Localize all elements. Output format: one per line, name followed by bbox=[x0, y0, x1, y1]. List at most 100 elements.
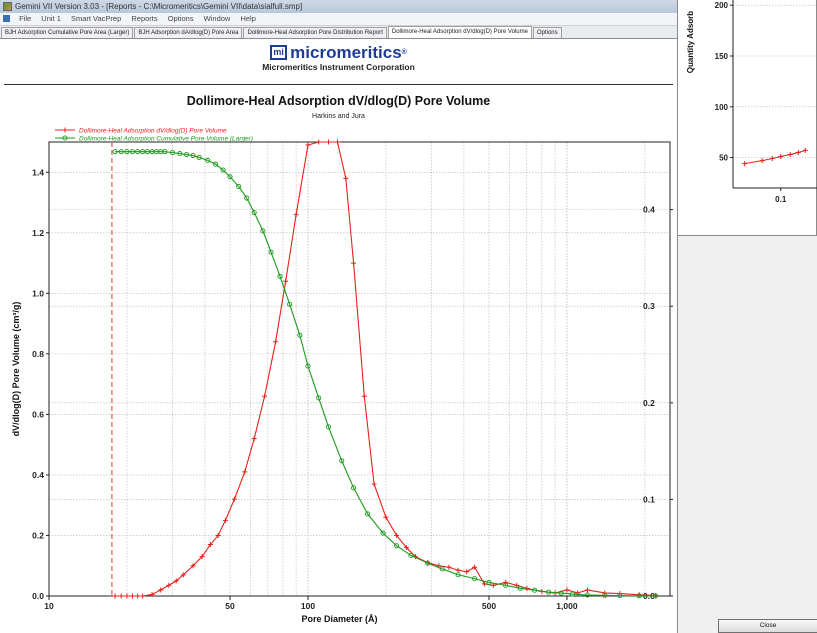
data-point bbox=[425, 560, 431, 566]
y-left-tick-label: 0.8 bbox=[32, 349, 44, 359]
data-point bbox=[207, 542, 213, 548]
data-point bbox=[231, 496, 237, 502]
tab-dollimore-heal-dv-dlogd-pore-volume[interactable]: Dollimore-Heal Adsorption dV/dlog(D) Por… bbox=[387, 26, 532, 38]
x-tick-label: 50 bbox=[225, 601, 235, 611]
series-line bbox=[115, 141, 656, 597]
data-point bbox=[124, 149, 130, 155]
tab-bjh-da-dlogd-pore-area[interactable]: BJH Adsorption dA/dlog(D) Pore Area bbox=[134, 27, 243, 38]
data-point bbox=[503, 582, 509, 588]
data-point bbox=[455, 572, 461, 578]
iso-y-tick-label: 150 bbox=[715, 52, 729, 61]
data-point bbox=[325, 424, 332, 430]
data-point bbox=[166, 582, 172, 588]
plot-frame bbox=[48, 141, 671, 597]
isotherm-window: 50 100 150 200 0.1 Quantity Adsorb bbox=[677, 0, 817, 236]
data-point bbox=[260, 228, 266, 234]
data-point bbox=[380, 530, 386, 536]
tab-bjh-cumulative-pore-area[interactable]: BJH Adsorption Cumulative Pore Area (Lar… bbox=[1, 27, 134, 38]
data-point bbox=[351, 260, 357, 266]
data-point bbox=[124, 593, 130, 599]
data-point bbox=[262, 393, 268, 399]
y-left-tick-label: 0.2 bbox=[32, 530, 44, 540]
data-point bbox=[584, 592, 591, 598]
pore-volume-chart: 10 50 100 500 1,000 0.0 0.2 0.4 0.6 0.8 1.0 1.2 1.4 0… bbox=[11, 127, 673, 624]
title-bar[interactable]: Gemini VII Version 3.03 - [Reports - C:\… bbox=[0, 0, 677, 13]
data-point bbox=[343, 175, 349, 181]
data-point bbox=[371, 481, 377, 487]
menu-help[interactable]: Help bbox=[240, 14, 256, 23]
data-point bbox=[569, 591, 575, 597]
data-point bbox=[236, 183, 242, 189]
brand-logo: mi micromeritics® bbox=[0, 44, 677, 62]
legend-label: Dollimore-Heal Adsorption Cumulative Por… bbox=[79, 136, 253, 143]
y-right-tick-label: 0.4 bbox=[643, 205, 655, 215]
y-left-tick-label: 0.0 bbox=[32, 591, 44, 601]
menu-reports[interactable]: Reports bbox=[131, 14, 158, 23]
series-dv-dlogd-pore-volume bbox=[112, 139, 659, 599]
main-window: Gemini VII Version 3.03 - [Reports - C:\… bbox=[0, 0, 678, 633]
data-point bbox=[251, 436, 257, 442]
data-point bbox=[472, 576, 478, 582]
menu-smart-vacprep[interactable]: Smart VacPrep bbox=[70, 14, 122, 23]
data-point bbox=[196, 154, 202, 161]
data-point bbox=[394, 543, 400, 549]
data-point bbox=[140, 593, 146, 599]
data-point bbox=[305, 363, 311, 369]
menu-window[interactable]: Window bbox=[203, 14, 231, 23]
data-point bbox=[365, 511, 371, 517]
data-point bbox=[334, 139, 340, 145]
data-point bbox=[268, 249, 274, 255]
iso-data-point bbox=[787, 151, 793, 157]
data-point bbox=[297, 332, 303, 338]
iso-series bbox=[742, 147, 808, 167]
iso-data-point bbox=[742, 161, 748, 167]
menu-unit-1[interactable]: Unit 1 bbox=[41, 14, 61, 23]
data-point bbox=[112, 149, 118, 155]
y-left-tick-label: 0.6 bbox=[32, 409, 44, 419]
data-point bbox=[325, 139, 331, 145]
data-point bbox=[205, 157, 211, 163]
data-point bbox=[190, 563, 196, 569]
data-point bbox=[129, 149, 135, 155]
data-point bbox=[464, 569, 470, 575]
data-point bbox=[351, 485, 357, 491]
data-point bbox=[170, 150, 176, 156]
data-point bbox=[242, 469, 248, 475]
data-point bbox=[293, 212, 299, 218]
x-tick-label: 1,000 bbox=[556, 601, 578, 611]
chart-legend: Dollimore-Heal Adsorption dV/dlog(D) Por… bbox=[55, 127, 253, 143]
menu-file[interactable]: File bbox=[19, 14, 32, 23]
y-right-tick-label: 0.1 bbox=[643, 494, 655, 504]
data-point bbox=[339, 458, 345, 464]
data-point bbox=[361, 393, 367, 399]
iso-data-point bbox=[802, 147, 808, 153]
data-point bbox=[149, 591, 155, 597]
legend-swatch-marker bbox=[62, 135, 68, 141]
header-divider bbox=[4, 84, 673, 85]
isotherm-chart: 50 100 150 200 0.1 Quantity Adsorb bbox=[686, 0, 817, 204]
data-point bbox=[118, 593, 124, 599]
data-point bbox=[199, 554, 205, 560]
document-icon[interactable] bbox=[3, 15, 10, 22]
data-point bbox=[220, 167, 226, 173]
series-cumulative-pore-volume bbox=[112, 149, 659, 599]
close-button[interactable]: Close bbox=[718, 619, 817, 633]
tab-options[interactable]: Options bbox=[532, 27, 562, 38]
data-point bbox=[383, 514, 389, 520]
data-point bbox=[213, 161, 219, 167]
y-right-tick-label: 0.3 bbox=[643, 301, 655, 311]
data-point bbox=[118, 149, 124, 155]
iso-data-point bbox=[778, 154, 784, 160]
y-right-tick-label: 0.2 bbox=[643, 398, 655, 408]
brand-logo-text: micromeritics bbox=[290, 43, 402, 62]
data-point bbox=[162, 149, 168, 155]
data-point bbox=[439, 566, 445, 572]
data-point bbox=[517, 585, 523, 591]
iso-data-point bbox=[759, 158, 765, 164]
data-point bbox=[177, 151, 183, 157]
data-point bbox=[446, 564, 452, 570]
tab-dollimore-heal-distribution-report[interactable]: Dollimore-Heal Adsorption Pore Distribut… bbox=[243, 27, 387, 38]
iso-data-point bbox=[769, 156, 775, 162]
menu-options[interactable]: Options bbox=[167, 14, 194, 23]
data-point bbox=[564, 587, 570, 593]
